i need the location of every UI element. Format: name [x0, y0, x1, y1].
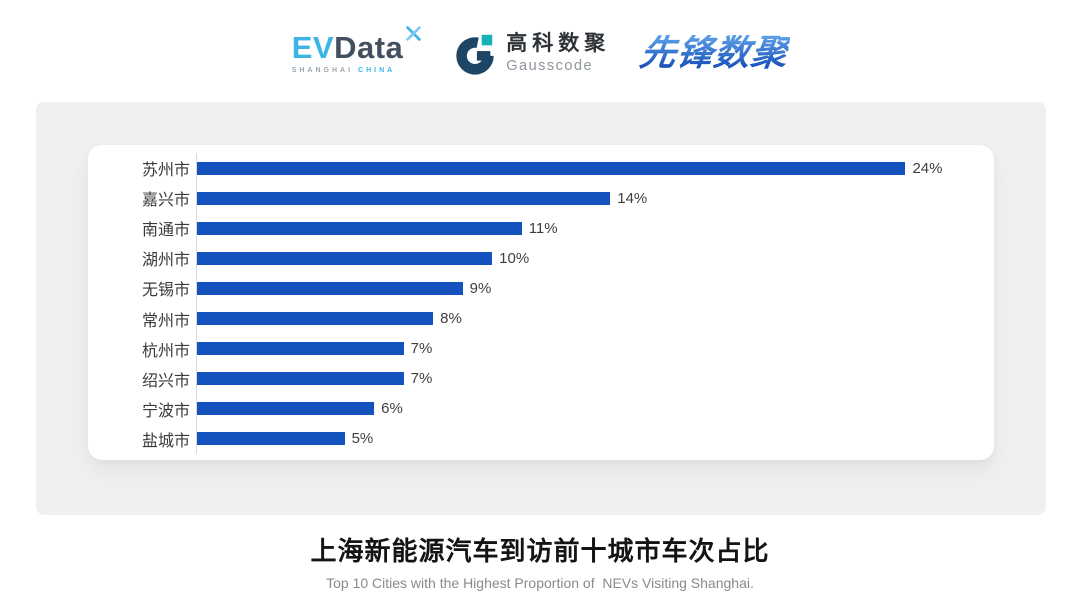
evdata-wordmark: EV Data	[291, 26, 423, 65]
category-label: 无锡市	[141, 282, 190, 300]
bar	[197, 161, 906, 175]
evdata-china-text: CHINA	[358, 67, 396, 74]
value-label: 5%	[351, 430, 374, 448]
category-label: 苏州市	[141, 162, 190, 180]
bar-track: 14%	[196, 183, 994, 214]
bar-track: 9%	[196, 273, 994, 304]
bar-track: 6%	[196, 393, 994, 424]
gausscode-en-text: Gausscode	[506, 57, 594, 74]
category-label: 绍兴市	[141, 372, 190, 390]
value-label: 9%	[469, 279, 492, 297]
category-label: 常州市	[141, 312, 190, 330]
value-label: 24%	[912, 159, 943, 177]
bar	[197, 372, 404, 386]
chart-card: 苏州市 24% 嘉兴市 14% 南通市 11% 湖州市 10% 无锡市 9% 常州市 8% 杭州市 7% 绍…	[88, 145, 994, 460]
pinwheel-icon	[406, 26, 422, 41]
bar-chart: 苏州市 24% 嘉兴市 14% 南通市 11% 湖州市 10% 无锡市 9% 常州市 8% 杭州市 7% 绍…	[88, 153, 994, 454]
category-label: 湖州市	[141, 252, 190, 270]
gausscode-logo: 高科数聚 Gausscode	[452, 30, 610, 76]
bar-row: 绍兴市 7%	[88, 363, 994, 394]
bar	[197, 342, 404, 356]
chart-subtitle: Top 10 Cities with the Highest Proportio…	[326, 575, 754, 591]
bar-track: 7%	[196, 363, 994, 394]
caption-block: 上海新能源汽车到访前十城市车次占比 Top 10 Cities with the…	[0, 531, 1080, 591]
bar-row: 南通市 11%	[88, 213, 994, 244]
bar	[197, 191, 611, 205]
gausscode-icon	[456, 34, 494, 75]
bar-track: 5%	[196, 423, 994, 454]
bar-row: 盐城市 5%	[88, 423, 994, 454]
value-label: 10%	[499, 249, 530, 267]
category-label: 杭州市	[141, 342, 190, 360]
bar	[197, 251, 493, 265]
value-label: 8%	[440, 310, 462, 328]
evdata-logo: EV Data SHANGHAI CHINA	[291, 26, 423, 74]
bar-track: 11%	[196, 213, 994, 244]
gausscode-cn-text: 高科数聚	[506, 32, 611, 56]
bar-track: 10%	[196, 243, 994, 274]
bar-track: 24%	[196, 153, 994, 184]
evdata-data-text: Data	[334, 30, 404, 65]
logo-header: EV Data SHANGHAI CHINA 高科数聚 Gausscode 先锋数聚	[0, 24, 1080, 82]
bar-row: 无锡市 9%	[88, 273, 994, 304]
category-label: 南通市	[141, 222, 190, 240]
bar-row: 苏州市 24%	[88, 153, 994, 184]
bar	[197, 281, 463, 295]
category-label: 宁波市	[141, 402, 190, 420]
bar-row: 常州市 8%	[88, 303, 994, 334]
value-label: 11%	[528, 219, 558, 237]
evdata-subtext: SHANGHAI CHINA	[292, 67, 423, 74]
xianfeng-logo: 先锋数聚	[637, 32, 792, 73]
bar-track: 7%	[196, 333, 994, 364]
value-label: 6%	[381, 400, 403, 418]
bar-row: 湖州市 10%	[88, 243, 994, 274]
value-label: 7%	[410, 370, 433, 388]
bar-track: 8%	[196, 303, 994, 334]
chart-panel: 苏州市 24% 嘉兴市 14% 南通市 11% 湖州市 10% 无锡市 9% 常州市 8% 杭州市 7% 绍…	[36, 102, 1046, 515]
bar	[197, 432, 345, 446]
gausscode-wordmark: 高科数聚 Gausscode	[506, 32, 610, 73]
evdata-ev-text: EV	[291, 30, 335, 65]
bar-row: 宁波市 6%	[88, 393, 994, 424]
category-label: 盐城市	[141, 432, 190, 450]
bar-row: 嘉兴市 14%	[88, 183, 994, 214]
category-label: 嘉兴市	[141, 192, 190, 210]
bar-row: 杭州市 7%	[88, 333, 994, 364]
bar	[197, 221, 522, 235]
bar	[197, 402, 375, 416]
evdata-shanghai-text: SHANGHAI	[291, 67, 354, 74]
value-label: 7%	[410, 340, 433, 358]
value-label: 14%	[617, 189, 648, 207]
chart-title: 上海新能源汽车到访前十城市车次占比	[310, 536, 770, 566]
bar	[197, 312, 434, 326]
